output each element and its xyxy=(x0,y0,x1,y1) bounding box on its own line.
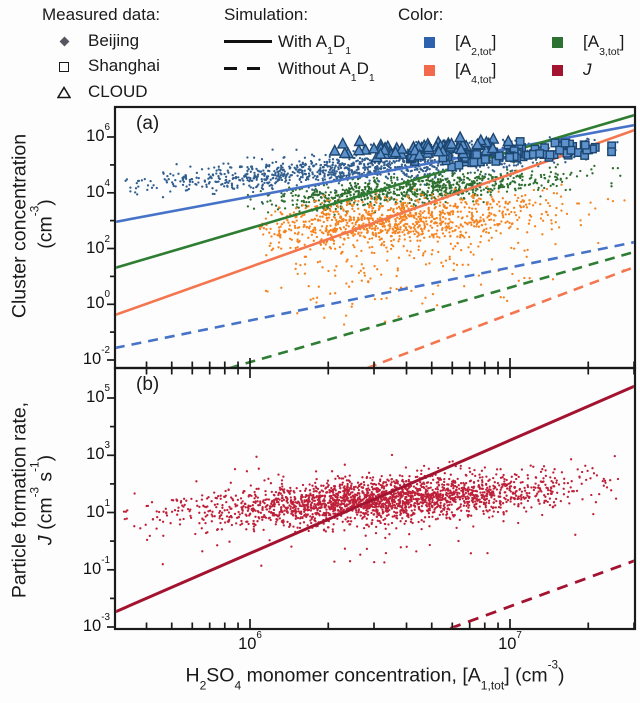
legend-simulation-header: Simulation: xyxy=(224,5,309,24)
solid-line-icon xyxy=(224,40,272,44)
legend-item-a3tot: [A3,tot] xyxy=(552,28,625,58)
legend-item-j: J xyxy=(552,56,624,84)
panel-b-y-axis-title-line2: J (cm-3 s-1) xyxy=(28,454,57,546)
a2tot-color-swatch-icon xyxy=(424,36,435,48)
legend-item-a4tot: [A4,tot] xyxy=(424,56,552,86)
sim-line-with-A1D1-J xyxy=(116,384,634,614)
legend-item-label: Beijing xyxy=(88,30,140,50)
legend-item-label: Without A1D1 xyxy=(278,58,375,85)
legend-item-shanghai: Shanghai xyxy=(50,54,160,80)
panel-a-y-tick-label: 106 xyxy=(86,122,110,145)
legend-simulation: Simulation: With A1D1 Without A1D1 xyxy=(224,5,375,85)
panel-a-y-tick-label: 104 xyxy=(86,177,110,201)
legend-item-label: [A4,tot] xyxy=(455,60,497,86)
legend-item-beijing: Beijing xyxy=(50,28,160,54)
sim-line-with-A1D1-A3tot xyxy=(116,113,634,269)
beijing-J-dots xyxy=(122,453,620,567)
legend-item-label: J xyxy=(583,60,592,80)
panel-b-content xyxy=(116,384,634,628)
panel-a-y-tick-label: 10-2 xyxy=(82,345,110,368)
legend-item-label: CLOUD xyxy=(88,81,148,101)
x-tick-label: 107 xyxy=(498,630,522,653)
panel-a-y-axis-title-line1: Cluster concentration xyxy=(8,133,31,319)
sim-line-without-A1D1-J xyxy=(449,559,634,628)
panel-b-y-tick-label: 101 xyxy=(86,497,110,521)
panel-b-y-tick-label: 10-3 xyxy=(82,612,110,635)
panel-b-tag: (b) xyxy=(136,374,160,395)
panel-a-content xyxy=(116,113,634,367)
panel-b-y-axis-title-line1: Particle formation rate, xyxy=(8,401,31,599)
legend-color-header: Color: xyxy=(398,5,444,24)
a3tot-color-swatch-icon xyxy=(552,36,563,48)
x-tick-label: 106 xyxy=(238,630,262,653)
legend-measured-data: Measured data: Beijing Shanghai CLOUD xyxy=(42,5,160,105)
sim-line-without-A1D1-A4tot xyxy=(366,265,634,367)
legend-item-with-a1d1: With A1D1 xyxy=(224,28,375,58)
sim-line-without-A1D1-A2tot xyxy=(116,240,634,350)
panel-b-y-tick-label: 103 xyxy=(86,440,110,464)
cloud-A2tot-triangles xyxy=(328,130,515,163)
panel-a-tag: (a) xyxy=(136,113,160,134)
panel-a-y-axis-title-line2: (cm-3) xyxy=(28,199,57,249)
j-color-swatch-icon xyxy=(552,64,563,76)
legend-measured-header: Measured data: xyxy=(42,5,161,24)
panel-a-ticks xyxy=(107,136,635,367)
legend-item-a2tot: [A2,tot] xyxy=(424,28,552,58)
legend-color: Color: [A2,tot] [A3,tot] [A4,tot] J xyxy=(398,5,625,86)
legend-item-label: Shanghai xyxy=(88,56,160,76)
sim-line-without-A1D1-A3tot xyxy=(229,250,634,367)
panel-b-y-tick-label: 10-1 xyxy=(82,554,110,578)
panel-b-border xyxy=(113,366,637,631)
a4tot-color-swatch-icon xyxy=(424,64,435,76)
dashed-line-icon xyxy=(224,67,272,71)
open-square-marker-icon xyxy=(50,61,78,72)
open-triangle-marker-icon xyxy=(50,85,78,99)
panel-b-y-tick-label: 105 xyxy=(86,383,110,406)
beijing-A3tot-dots xyxy=(246,161,622,216)
legend-item-without-a1d1: Without A1D1 xyxy=(224,55,375,85)
panel-a-y-tick-label: 102 xyxy=(86,233,110,257)
diamond-marker-icon xyxy=(50,36,78,47)
legend-item-cloud: CLOUD xyxy=(50,79,160,105)
panel-a-y-tick-label: 100 xyxy=(86,289,110,313)
legend-item-label: With A1D1 xyxy=(278,31,352,58)
x-axis-title: H2SO4 monomer concentration, [A1,tot] (c… xyxy=(185,658,565,693)
legend-item-label: [A2,tot] xyxy=(455,32,497,58)
legend-item-label: [A3,tot] xyxy=(583,32,625,58)
